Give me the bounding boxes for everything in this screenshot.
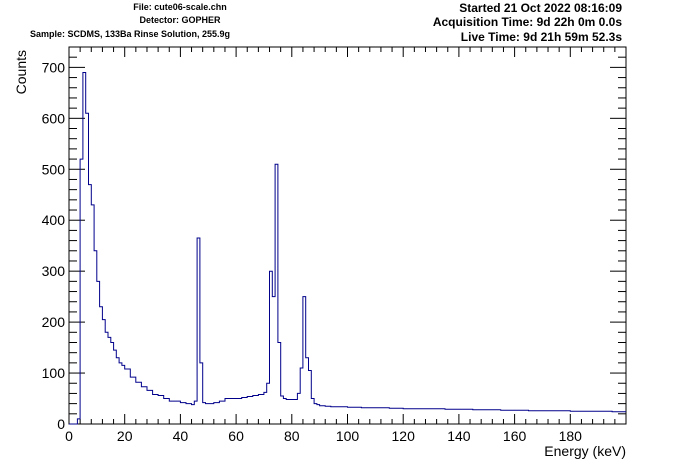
x-tick-label: 160 — [503, 428, 527, 444]
file-label: File: cute06-scale.chn — [133, 2, 227, 12]
acquisition-time-label: Acquisition Time: 9d 22h 0m 0.0s — [432, 15, 622, 29]
y-tick-label: 300 — [42, 263, 66, 279]
y-tick-label: 700 — [42, 59, 66, 75]
x-axis-label: Energy (keV) — [544, 443, 626, 459]
y-tick-label: 500 — [42, 161, 66, 177]
axis-tick-labels: 0 20 40 60 80 100 120 140 160 180 0 100 200 300 400 500… — [42, 59, 583, 444]
y-tick-label: 600 — [42, 110, 66, 126]
started-label: Started 21 Oct 2022 08:16:09 — [459, 1, 622, 15]
detector-label: Detector: GOPHER — [139, 15, 221, 25]
x-tick-label: 60 — [228, 428, 244, 444]
y-axis-label: Counts — [13, 50, 29, 94]
x-tick-label: 40 — [173, 428, 189, 444]
sample-label: Sample: SCDMS, 133Ba Rinse Solution, 255… — [29, 29, 231, 39]
axis-ticks — [68, 46, 626, 425]
x-tick-label: 0 — [65, 428, 73, 444]
y-tick-label: 400 — [42, 212, 66, 228]
spectrum-series-line — [69, 72, 626, 425]
x-tick-label: 20 — [117, 428, 133, 444]
plot-frame — [68, 46, 627, 425]
y-tick-label: 0 — [57, 416, 65, 432]
x-tick-label: 140 — [447, 428, 471, 444]
x-tick-label: 100 — [336, 428, 360, 444]
x-tick-label: 80 — [284, 428, 300, 444]
y-tick-label: 100 — [42, 365, 66, 381]
x-tick-label: 180 — [559, 428, 583, 444]
x-tick-label: 120 — [392, 428, 416, 444]
y-tick-label: 200 — [42, 314, 66, 330]
live-time-label: Live Time: 9d 21h 59m 52.3s — [460, 30, 622, 44]
